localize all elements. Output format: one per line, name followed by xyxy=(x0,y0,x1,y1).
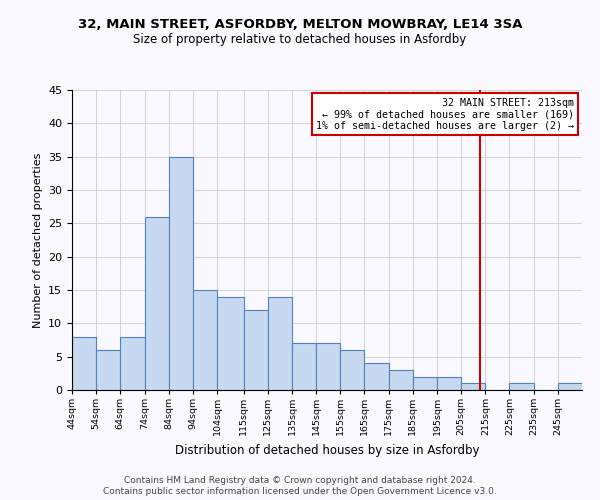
Bar xyxy=(558,384,582,390)
Bar xyxy=(244,310,268,390)
Bar xyxy=(509,384,533,390)
Bar xyxy=(72,336,96,390)
Bar xyxy=(340,350,364,390)
Bar xyxy=(437,376,461,390)
Text: Contains HM Land Registry data © Crown copyright and database right 2024.: Contains HM Land Registry data © Crown c… xyxy=(124,476,476,485)
Bar xyxy=(389,370,413,390)
Bar xyxy=(96,350,121,390)
X-axis label: Distribution of detached houses by size in Asfordby: Distribution of detached houses by size … xyxy=(175,444,479,456)
Bar xyxy=(292,344,316,390)
Bar xyxy=(364,364,389,390)
Text: Contains public sector information licensed under the Open Government Licence v3: Contains public sector information licen… xyxy=(103,488,497,496)
Text: 32 MAIN STREET: 213sqm
← 99% of detached houses are smaller (169)
1% of semi-det: 32 MAIN STREET: 213sqm ← 99% of detached… xyxy=(316,98,574,130)
Bar xyxy=(268,296,292,390)
Bar xyxy=(217,296,244,390)
Text: Size of property relative to detached houses in Asfordby: Size of property relative to detached ho… xyxy=(133,32,467,46)
Text: 32, MAIN STREET, ASFORDBY, MELTON MOWBRAY, LE14 3SA: 32, MAIN STREET, ASFORDBY, MELTON MOWBRA… xyxy=(78,18,522,30)
Bar xyxy=(461,384,485,390)
Y-axis label: Number of detached properties: Number of detached properties xyxy=(32,152,43,328)
Bar xyxy=(193,290,217,390)
Bar xyxy=(121,336,145,390)
Bar xyxy=(145,216,169,390)
Bar xyxy=(316,344,340,390)
Bar xyxy=(169,156,193,390)
Bar xyxy=(413,376,437,390)
